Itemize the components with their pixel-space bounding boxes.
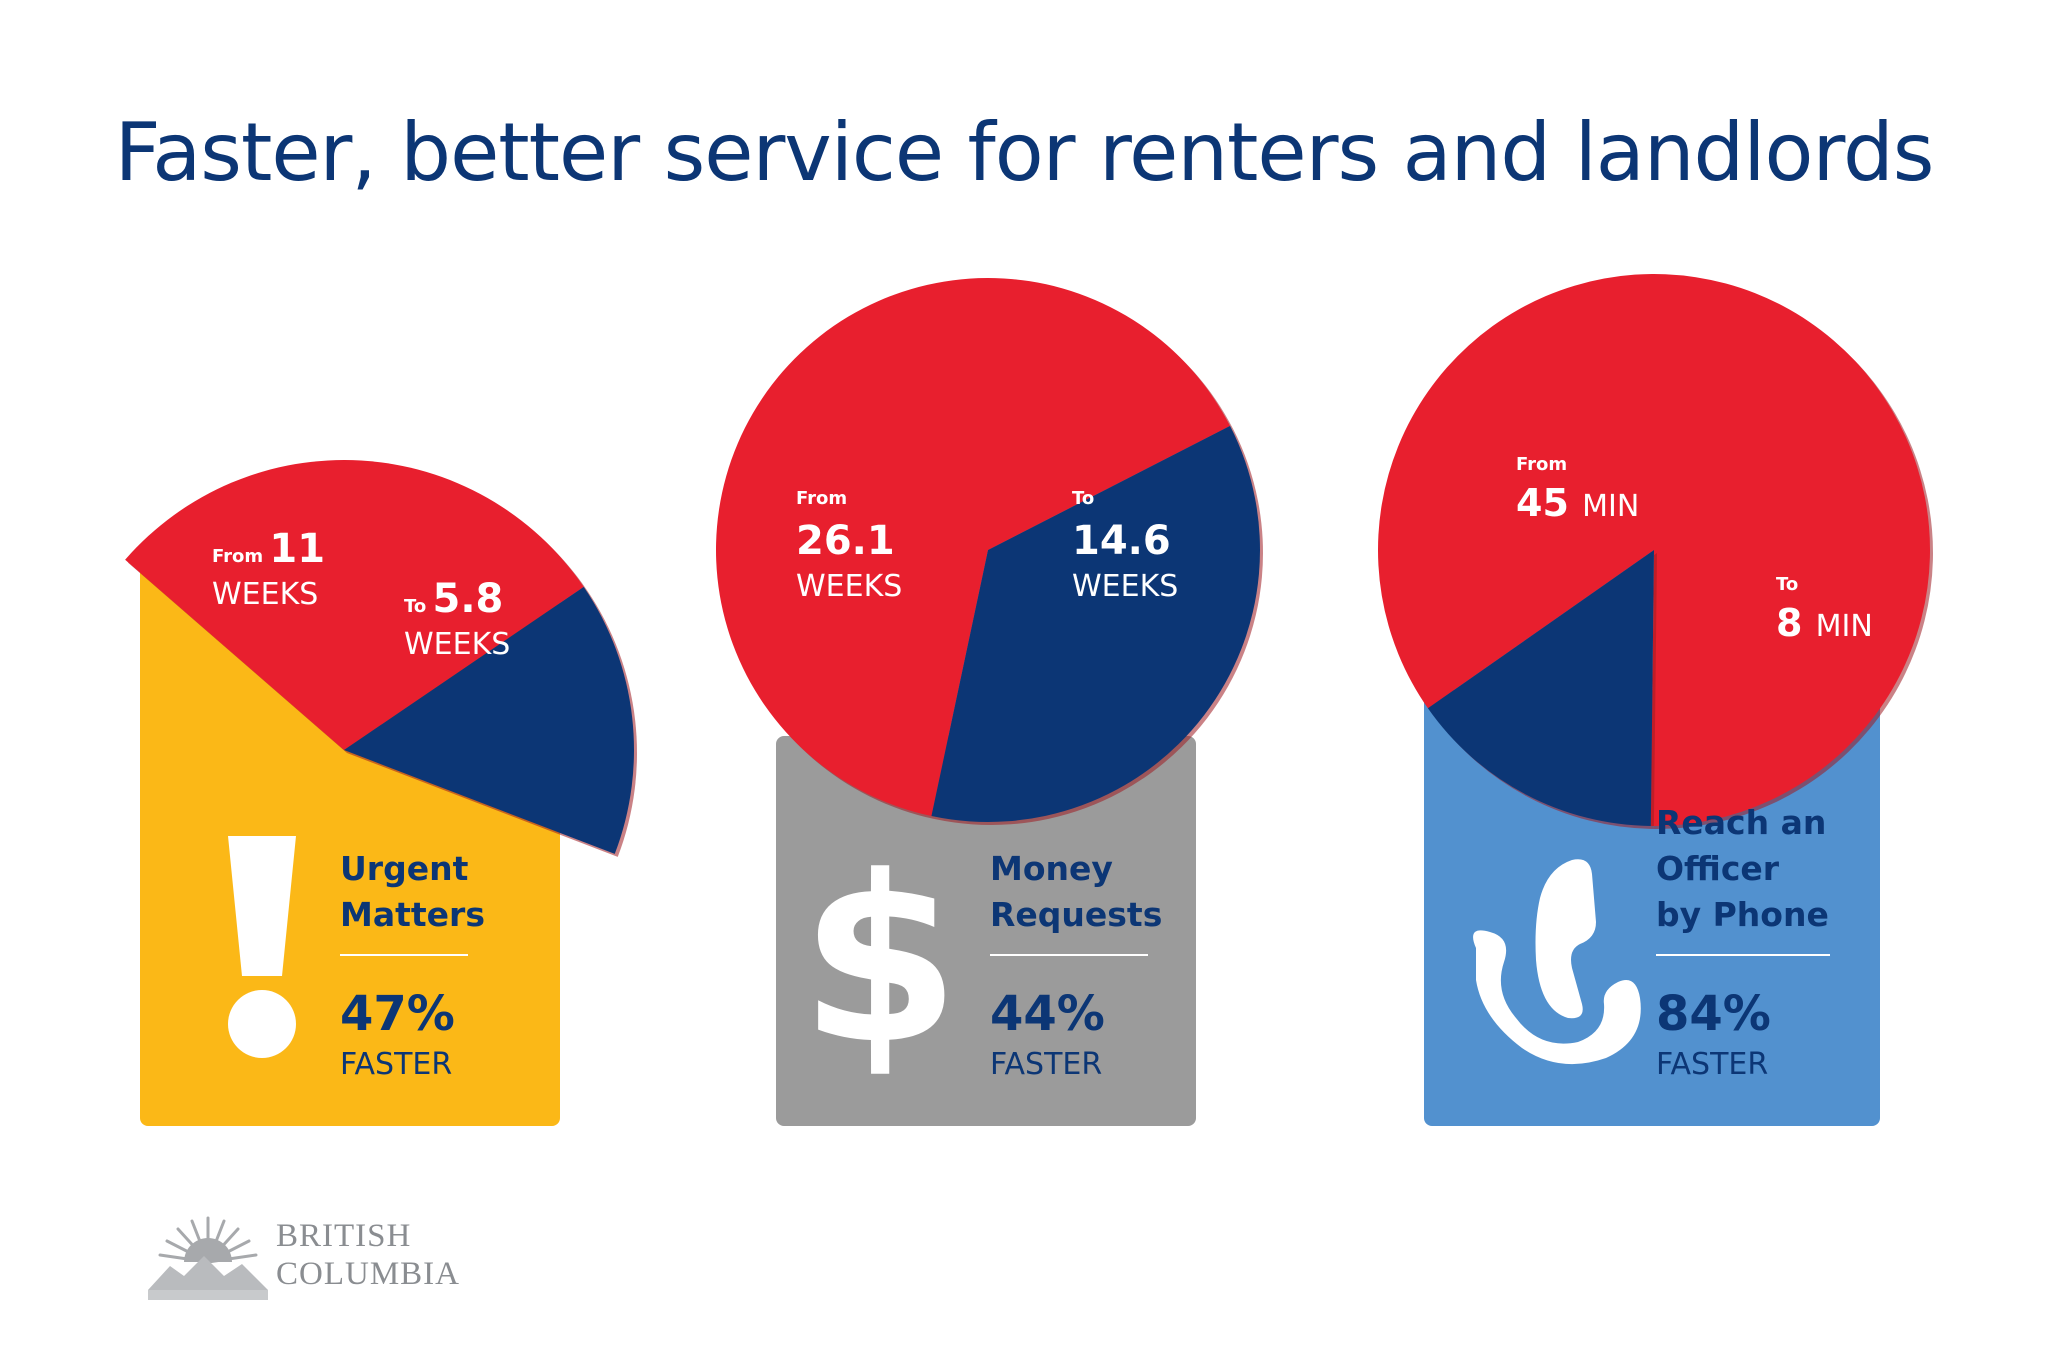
- pie-slice-to: [1427, 550, 1654, 826]
- slice-from-value: 26.1: [796, 518, 895, 564]
- category-label-line2: Matters: [340, 895, 485, 934]
- faster-label: FASTER: [1656, 1047, 1768, 1082]
- slice-label-to: To 5.8: [404, 576, 503, 622]
- slice-to-word: To: [404, 596, 433, 617]
- slice-to-word: To: [1776, 574, 1798, 595]
- pie-slice-to: [931, 425, 1260, 823]
- phone-icon: [1473, 859, 1641, 1065]
- dollar-icon: $: [800, 828, 960, 1095]
- category-label-line2: Requests: [990, 895, 1162, 934]
- slice-from-value: 11: [269, 526, 325, 572]
- faster-label: FASTER: [990, 1047, 1102, 1082]
- slice-from-unit: WEEKS: [796, 569, 902, 604]
- slice-label-from: From 11: [212, 526, 325, 572]
- percent-value: 84%: [1656, 986, 1771, 1042]
- category-label-line1: Reach an: [1656, 803, 1826, 842]
- percent-value: 44%: [990, 986, 1105, 1042]
- logo-line2: COLUMBIA: [276, 1256, 461, 1292]
- slice-from-unit: MIN: [1582, 489, 1639, 524]
- exclamation-dot: [228, 990, 296, 1058]
- slice-from-word: From: [1516, 454, 1567, 475]
- pie-slice-to: [344, 586, 634, 854]
- percent-value: 47%: [340, 986, 455, 1042]
- slice-to-unit: WEEKS: [1072, 569, 1178, 604]
- chart-card-2: From 26.1 WEEKS To 14.6 WEEKS Money Requests 44%…: [716, 278, 1264, 1126]
- bc-sun-mountain-icon: [148, 1216, 268, 1300]
- slice-from-unit: WEEKS: [212, 577, 318, 612]
- slice-to-value: 8: [1776, 601, 1816, 645]
- chart-card-3: From 45 MIN To 8 MIN Reach an Officer by Phone…: [1378, 273, 1933, 1126]
- slice-from-word: From: [212, 546, 269, 567]
- slice-from-value: 45: [1516, 481, 1582, 525]
- slice-from-amount: 45 MIN: [1516, 481, 1639, 525]
- slice-to-value: 14.6: [1072, 518, 1171, 564]
- slice-to-unit: WEEKS: [404, 627, 510, 662]
- slice-to-value: 5.8: [433, 576, 504, 622]
- slice-to-unit: MIN: [1816, 609, 1873, 644]
- logo-line1: BRITISH: [276, 1218, 412, 1254]
- pie-slice-from: [1378, 273, 1931, 826]
- slice-from-word: From: [796, 488, 847, 509]
- faster-label: FASTER: [340, 1047, 452, 1082]
- page-title: Faster, better service for renters and l…: [114, 106, 1935, 199]
- category-label-line1: Money: [990, 849, 1113, 888]
- pie-slice-from: [716, 278, 1231, 817]
- category-label-line3: by Phone: [1656, 895, 1829, 934]
- chart-card-1: From 11 WEEKS To 5.8 WEEKS Urgent Matters 47% F…: [125, 460, 637, 1126]
- pie-slice-from: [125, 460, 584, 750]
- category-panel: [776, 736, 1196, 1126]
- exclamation-bar: [228, 836, 296, 976]
- british-columbia-logo: BRITISH COLUMBIA: [148, 1210, 468, 1320]
- category-label-line1: Urgent: [340, 849, 469, 888]
- phone-handset: [1473, 930, 1641, 1065]
- exclamation-icon: [228, 836, 296, 1058]
- phone-receiver: [1535, 859, 1596, 1019]
- slice-to-amount: 8 MIN: [1776, 601, 1873, 645]
- slice-to-word: To: [1072, 488, 1094, 509]
- category-label-line2: Officer: [1656, 849, 1780, 888]
